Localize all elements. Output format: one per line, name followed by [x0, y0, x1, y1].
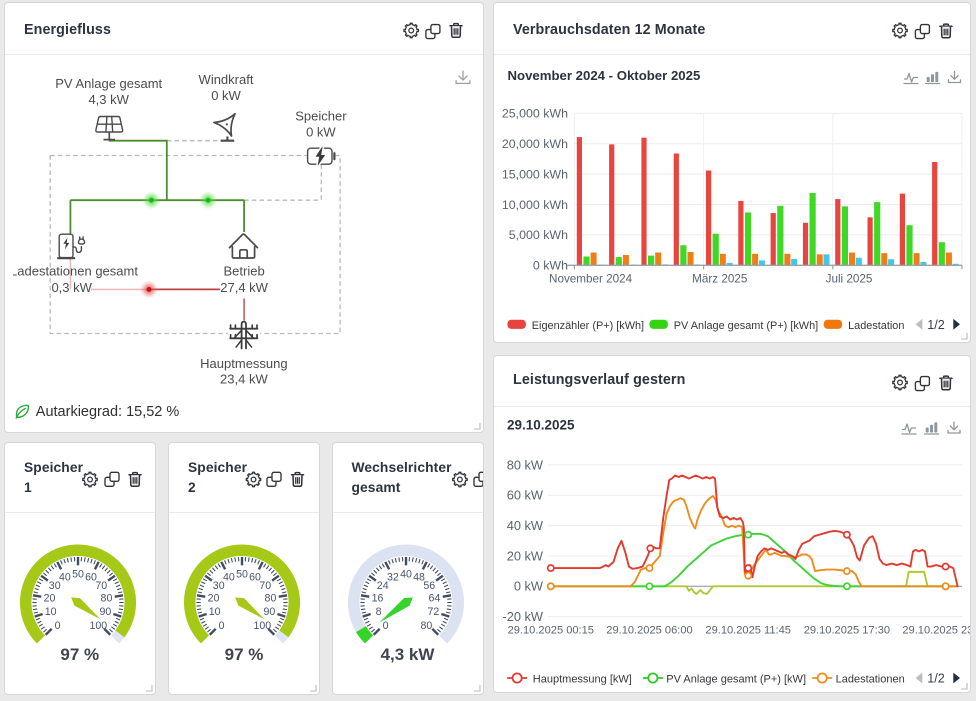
svg-text:10: 10	[209, 606, 221, 618]
svg-text:60: 60	[249, 571, 261, 583]
svg-text:50: 50	[72, 568, 84, 580]
svg-text:5,000 kWh: 5,000 kWh	[509, 228, 568, 242]
svg-text:29.10.2025 00:15: 29.10.2025 00:15	[508, 625, 594, 637]
svg-text:Eigenzähler (P+) [kWh]: Eigenzähler (P+) [kWh]	[532, 320, 644, 332]
svg-text:40: 40	[223, 571, 235, 583]
svg-text:8: 8	[375, 606, 381, 618]
svg-text:November 2024: November 2024	[549, 273, 633, 286]
svg-text:80 kW: 80 kW	[507, 457, 544, 472]
svg-text:Windkraft: Windkraft	[199, 72, 254, 87]
svg-text:29.10.2025 23:15: 29.10.2025 23:15	[902, 625, 971, 637]
svg-text:24: 24	[376, 580, 388, 592]
svg-text:0,3 kW: 0,3 kW	[51, 280, 92, 295]
svg-text:0: 0	[219, 620, 225, 632]
svg-text:80: 80	[101, 593, 113, 605]
svg-text:100: 100	[90, 620, 108, 632]
svg-text:Betrieb: Betrieb	[223, 264, 264, 279]
svg-text:40: 40	[59, 571, 71, 583]
svg-text:20: 20	[44, 593, 56, 605]
svg-text:1/2: 1/2	[927, 318, 945, 332]
svg-text:23,4 kW: 23,4 kW	[220, 372, 268, 387]
svg-text:Hauptmessung [kW]: Hauptmessung [kW]	[533, 674, 632, 686]
svg-text:20: 20	[208, 593, 220, 605]
svg-text:30: 30	[49, 580, 61, 592]
svg-text:4,3 kW: 4,3 kW	[88, 92, 129, 107]
svg-text:PV Anlage gesamt (P+) [kW]: PV Anlage gesamt (P+) [kW]	[666, 674, 806, 686]
svg-text:Ladestationen: Ladestationen	[836, 674, 905, 686]
svg-text:PV Anlage gesamt: PV Anlage gesamt	[55, 76, 162, 91]
svg-text:70: 70	[259, 580, 271, 592]
svg-text:29.10.2025 11:45: 29.10.2025 11:45	[705, 625, 791, 637]
svg-text:27,4 kW: 27,4 kW	[220, 280, 268, 295]
svg-text:70: 70	[95, 580, 107, 592]
svg-text:29.10.2025: 29.10.2025	[507, 418, 575, 433]
svg-text:25,000 kWh: 25,000 kWh	[502, 107, 568, 121]
svg-text:80: 80	[265, 593, 277, 605]
svg-text:16: 16	[371, 593, 383, 605]
svg-text:20,000 kWh: 20,000 kWh	[502, 137, 568, 151]
svg-text:60: 60	[85, 571, 97, 583]
svg-text:40: 40	[400, 568, 412, 580]
svg-text:0 kW: 0 kW	[306, 125, 336, 140]
svg-text:40 kW: 40 kW	[507, 518, 544, 533]
svg-text:80: 80	[420, 620, 432, 632]
svg-text:Speicher: Speicher	[295, 109, 347, 124]
svg-text:100: 100	[254, 620, 272, 632]
svg-text:30: 30	[213, 580, 225, 592]
svg-text:März 2025: März 2025	[692, 273, 748, 286]
svg-text:29.10.2025 17:30: 29.10.2025 17:30	[804, 625, 890, 637]
svg-text:10,000 kWh: 10,000 kWh	[502, 198, 568, 212]
svg-text:1/2: 1/2	[927, 672, 945, 686]
svg-text:64: 64	[428, 593, 440, 605]
svg-text:10: 10	[45, 606, 57, 618]
svg-text:-20 kW: -20 kW	[502, 609, 543, 624]
svg-text:0 kW: 0 kW	[514, 579, 544, 594]
svg-text:50: 50	[236, 568, 248, 580]
svg-text:0: 0	[382, 620, 388, 632]
svg-text:56: 56	[423, 580, 435, 592]
svg-text:November 2024 - Oktober 2025: November 2024 - Oktober 2025	[508, 68, 701, 83]
svg-text:PV Anlage gesamt (P+) [kWh]: PV Anlage gesamt (P+) [kWh]	[674, 320, 818, 332]
svg-text:Hauptmessung: Hauptmessung	[200, 356, 287, 371]
svg-text:90: 90	[99, 606, 111, 618]
svg-text:Ladestationen gesamt: Ladestationen gesamt	[13, 264, 138, 279]
svg-text:15,000 kWh: 15,000 kWh	[502, 167, 568, 181]
svg-text:Juli 2025: Juli 2025	[826, 273, 873, 286]
svg-text:90: 90	[263, 606, 275, 618]
svg-text:60 kW: 60 kW	[507, 488, 544, 503]
svg-text:48: 48	[413, 571, 425, 583]
svg-text:72: 72	[427, 606, 439, 618]
svg-text:0: 0	[55, 620, 61, 632]
svg-text:0 kWh: 0 kWh	[533, 259, 568, 273]
svg-text:Autarkiegrad: 15,52 %: Autarkiegrad: 15,52 %	[36, 404, 180, 420]
svg-text:20 kW: 20 kW	[507, 548, 544, 563]
svg-text:0 kW: 0 kW	[211, 88, 241, 103]
svg-text:Ladestation: Ladestation	[848, 320, 904, 332]
svg-text:29.10.2025 06:00: 29.10.2025 06:00	[606, 625, 692, 637]
svg-text:32: 32	[387, 571, 399, 583]
